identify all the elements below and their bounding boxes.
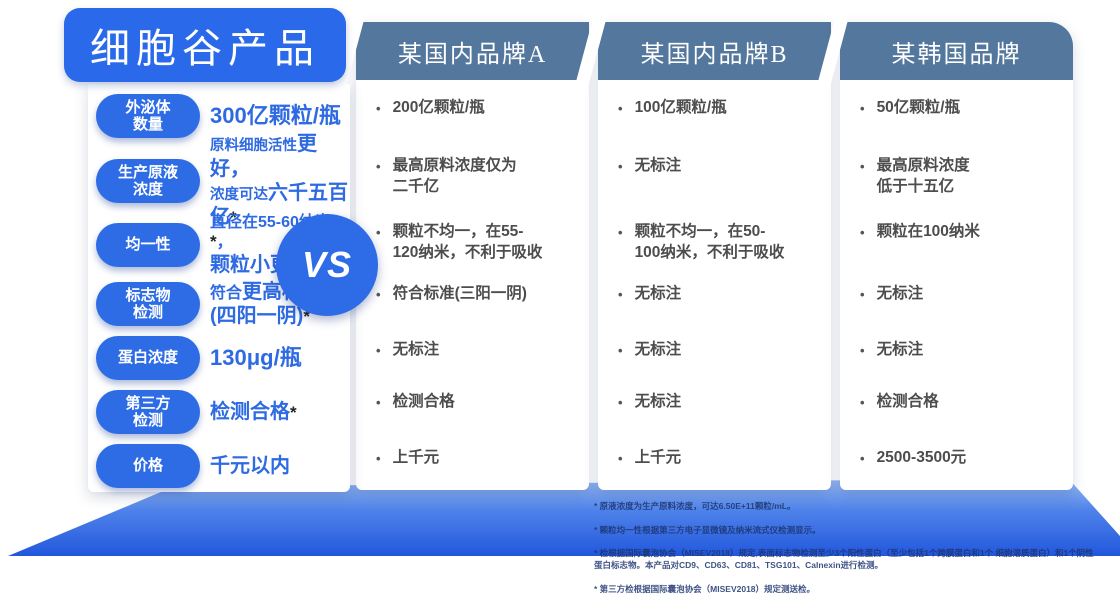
competitor-c-protein-concentration: 无标注 xyxy=(840,330,1073,382)
competitor-a-exosome-count: 200亿颗粒/瓶 xyxy=(356,82,589,146)
competitor-a-price: 上千元 xyxy=(356,438,589,490)
competitor-c-header: 某韩国品牌 xyxy=(840,22,1073,80)
competitor-c-price: 2500-3500元 xyxy=(840,438,1073,490)
competitor-a-uniformity: 颗粒不均一，在55- 120纳米，不利于吸收 xyxy=(356,212,589,274)
competitor-a-raw-concentration: 最高原料浓度仅为 二千亿 xyxy=(356,146,589,212)
competitor-b-protein-concentration: 无标注 xyxy=(598,330,831,382)
competitor-c-uniformity: 颗粒在100纳米 xyxy=(840,212,1073,274)
footnote-line: * 颗粒均一性根据第三方电子显微镜及纳米流式仪检测显示。 xyxy=(594,524,821,535)
competitor-b-header: 某国内品牌B xyxy=(598,22,831,80)
product-row-exosome-count: 外泌体 数量 300亿颗粒/瓶 xyxy=(88,84,350,148)
row-label-exosome-count: 外泌体 数量 xyxy=(96,93,200,139)
competitor-b-body: 100亿颗粒/瓶 无标注 颗粒不均一，在50- 100纳米，不利于吸收 无标注 … xyxy=(598,82,831,490)
product-value-protein-concentration: 130μg/瓶 xyxy=(210,344,302,370)
product-value-raw-concentration: 原料细胞活性更好， 浓度可达六千五百亿* xyxy=(210,133,348,229)
competitor-b-price: 上千元 xyxy=(598,438,831,490)
competitor-c-exosome-count: 50亿颗粒/瓶 xyxy=(840,82,1073,146)
product-row-marker-testing: 标志物 检测 符合更高标准 (四阳一阴)* xyxy=(88,276,350,332)
row-label-raw-concentration: 生产原液 浓度 xyxy=(96,158,200,204)
row-label-third-party: 第三方 检测 xyxy=(96,389,200,435)
row-label-protein-concentration: 蛋白浓度 xyxy=(96,336,200,380)
product-row-price: 价格 千元以内 xyxy=(88,440,350,492)
competitor-card-a: 某国内品牌A 200亿颗粒/瓶 最高原料浓度仅为 二千亿 颗粒不均一，在55- … xyxy=(356,22,589,490)
product-row-raw-concentration: 生产原液 浓度 原料细胞活性更好， 浓度可达六千五百亿* xyxy=(88,133,350,228)
footnotes: * 原液浓度为生产原料浓度，可达6.50E+11颗粒/mL。 * 颗粒均一性根据… xyxy=(594,489,1099,608)
competitor-b-marker-testing: 无标注 xyxy=(598,274,831,330)
footnote-line: * 原液浓度为生产原料浓度，可达6.50E+11颗粒/mL。 xyxy=(594,500,796,511)
competitor-c-body: 50亿颗粒/瓶 最高原料浓度 低于十五亿 颗粒在100纳米 无标注 无标注 检测… xyxy=(840,82,1073,490)
competitor-a-header: 某国内品牌A xyxy=(356,22,589,80)
product-title: 细胞谷产品 xyxy=(64,8,346,82)
row-label-uniformity: 均一性 xyxy=(96,223,200,267)
vs-badge: VS xyxy=(276,214,378,316)
product-row-third-party: 第三方 检测 检测合格* xyxy=(88,384,350,440)
product-value-exosome-count: 300亿颗粒/瓶 xyxy=(210,102,341,128)
product-value-price: 千元以内 xyxy=(210,454,290,477)
competitor-a-body: 200亿颗粒/瓶 最高原料浓度仅为 二千亿 颗粒不均一，在55- 120纳米，不… xyxy=(356,82,589,490)
competitor-b-uniformity: 颗粒不均一，在50- 100纳米，不利于吸收 xyxy=(598,212,831,274)
competitor-b-third-party: 无标注 xyxy=(598,382,831,438)
competitor-c-raw-concentration: 最高原料浓度 低于十五亿 xyxy=(840,146,1073,212)
competitor-c-marker-testing: 无标注 xyxy=(840,274,1073,330)
row-label-price: 价格 xyxy=(96,444,200,488)
competitor-b-raw-concentration: 无标注 xyxy=(598,146,831,212)
competitor-a-marker-testing: 符合标准(三阳一阴) xyxy=(356,274,589,330)
product-value-third-party: 检测合格* xyxy=(210,400,297,423)
competitor-card-c: 某韩国品牌 50亿颗粒/瓶 最高原料浓度 低于十五亿 颗粒在100纳米 无标注 … xyxy=(840,22,1073,490)
competitor-b-exosome-count: 100亿颗粒/瓶 xyxy=(598,82,831,146)
footnote-line: * 检根据国际囊泡协会（MISEV2018）规定,表面标志物检测至少3个阳性蛋白… xyxy=(594,548,1094,571)
footnote-line: * 第三方检根据国际囊泡协会（MISEV2018）规定测送检。 xyxy=(594,584,816,595)
competitor-a-protein-concentration: 无标注 xyxy=(356,330,589,382)
row-label-marker-testing: 标志物 检测 xyxy=(96,281,200,327)
competitor-c-third-party: 检测合格 xyxy=(840,382,1073,438)
competitor-card-b: 某国内品牌B 100亿颗粒/瓶 无标注 颗粒不均一，在50- 100纳米，不利于… xyxy=(598,22,831,490)
product-row-protein-concentration: 蛋白浓度 130μg/瓶 xyxy=(88,332,350,384)
competitor-a-third-party: 检测合格 xyxy=(356,382,589,438)
